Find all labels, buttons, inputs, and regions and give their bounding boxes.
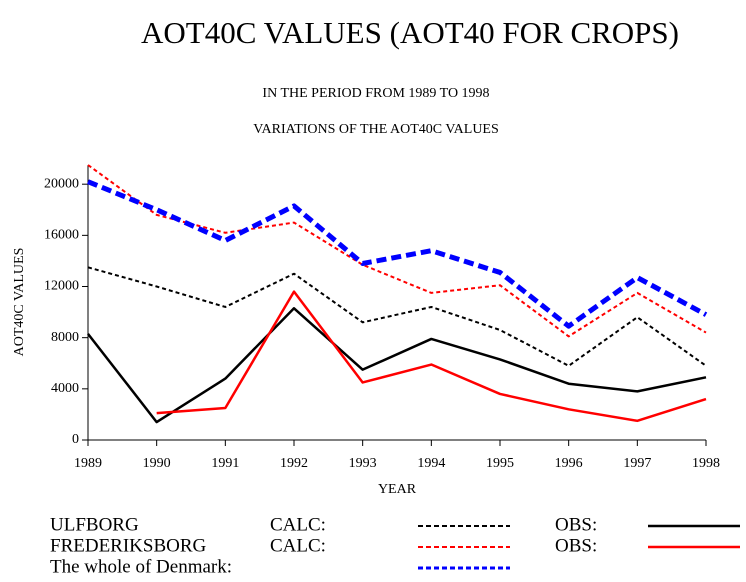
y-tick-label: 20000: [44, 176, 79, 191]
chart-title: AOT40C VALUES (AOT40 FOR CROPS): [141, 15, 679, 50]
series-line: [156, 290, 707, 423]
legend-group: ULFBORG: [50, 514, 139, 535]
x-tick-label: 1995: [486, 456, 514, 471]
legend-label: OBS:: [555, 535, 597, 556]
x-tick-label: 1991: [211, 456, 239, 471]
x-tick-label: 1996: [555, 456, 583, 471]
series-line: [87, 179, 708, 329]
x-tick-label: 1990: [143, 456, 171, 471]
x-tick-label: 1993: [349, 456, 377, 471]
legend-group: FREDERIKSBORG: [50, 535, 207, 556]
subtitle: IN THE PERIOD FROM 1989 TO 1998: [262, 86, 489, 101]
y-tick-label: 4000: [51, 381, 79, 396]
series-line: [87, 307, 707, 424]
x-tick-label: 1994: [417, 456, 445, 471]
x-tick-label: 1992: [280, 456, 308, 471]
y-tick-label: 0: [72, 432, 79, 447]
x-axis-label: YEAR: [378, 482, 417, 497]
y-axis-label: AOT40C VALUES: [12, 248, 27, 357]
legend-label: CALC:: [270, 514, 326, 535]
legend-label: The whole of Denmark:: [50, 556, 232, 577]
legend-label: CALC:: [270, 535, 326, 556]
x-tick-label: 1989: [74, 456, 102, 471]
legend-label: OBS:: [555, 514, 597, 535]
x-tick-label: 1997: [623, 456, 651, 471]
subtitle: VARIATIONS OF THE AOT40C VALUES: [253, 122, 499, 137]
y-tick-label: 12000: [44, 279, 79, 294]
y-tick-label: 16000: [44, 228, 79, 243]
series-line: [87, 266, 707, 367]
y-tick-label: 8000: [51, 330, 79, 345]
series-line: [87, 164, 707, 338]
x-tick-label: 1998: [692, 456, 720, 471]
